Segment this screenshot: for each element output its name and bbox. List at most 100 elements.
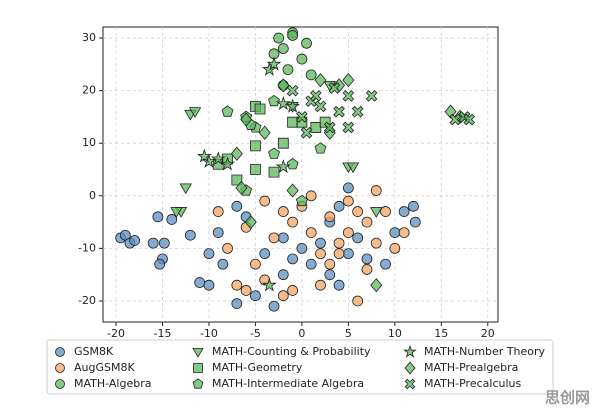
- point: [250, 164, 261, 175]
- point: [286, 84, 299, 97]
- point: [365, 90, 378, 102]
- point: [254, 103, 266, 115]
- point: [217, 258, 229, 270]
- point: [380, 206, 391, 217]
- point: [277, 206, 289, 217]
- point: [323, 121, 336, 134]
- point: [342, 182, 354, 194]
- point: [352, 206, 364, 217]
- point: [196, 148, 212, 163]
- point: [296, 111, 308, 123]
- point: [201, 153, 217, 168]
- point: [295, 194, 308, 207]
- point: [203, 248, 215, 260]
- point: [310, 90, 322, 102]
- point: [361, 253, 373, 265]
- point: [333, 200, 345, 212]
- point: [370, 237, 382, 249]
- point: [250, 258, 261, 270]
- legend-label: MATH-Algebra: [74, 377, 151, 390]
- x-tick-label: -10: [200, 327, 218, 340]
- legend-label: MATH-Prealgebra: [424, 361, 518, 374]
- point: [305, 227, 317, 239]
- point: [315, 237, 326, 249]
- point: [220, 156, 235, 171]
- x-tick-label: 5: [345, 327, 352, 340]
- point: [275, 159, 291, 174]
- point: [261, 61, 277, 76]
- point: [266, 56, 282, 71]
- legend-marker: [55, 379, 65, 389]
- point: [328, 82, 341, 94]
- point: [352, 232, 364, 244]
- legend-marker: [192, 347, 204, 358]
- point: [315, 279, 326, 291]
- point: [158, 237, 170, 249]
- point: [314, 142, 327, 154]
- point: [231, 279, 243, 291]
- point: [275, 95, 291, 111]
- y-tick-label: -20: [78, 294, 96, 307]
- point: [333, 248, 345, 260]
- point: [310, 122, 322, 133]
- point: [361, 264, 373, 275]
- legend-label: GSM8K: [74, 345, 114, 358]
- y-tick-label: 0: [89, 189, 96, 202]
- point: [259, 195, 271, 207]
- point: [154, 258, 166, 270]
- point: [314, 72, 327, 88]
- legend-marker: [404, 378, 416, 390]
- point: [268, 166, 280, 178]
- legend-label: MATH-Geometry: [212, 361, 303, 374]
- point: [244, 214, 257, 230]
- point: [240, 112, 253, 127]
- point: [333, 279, 345, 291]
- point: [184, 229, 196, 241]
- point: [268, 300, 280, 312]
- point: [463, 113, 476, 126]
- legend-marker: [403, 344, 417, 358]
- y-tick-label: -10: [78, 241, 96, 254]
- point: [342, 248, 354, 260]
- point: [286, 183, 299, 198]
- point: [268, 94, 280, 107]
- point: [370, 207, 383, 218]
- point: [203, 279, 215, 291]
- point: [277, 137, 289, 149]
- point: [305, 258, 317, 270]
- point: [259, 248, 271, 260]
- point: [277, 269, 289, 281]
- point: [250, 140, 261, 152]
- point: [380, 258, 391, 270]
- point: [342, 195, 354, 207]
- point: [287, 253, 299, 265]
- x-tick-label: -20: [107, 327, 125, 340]
- legend-frame: [46, 339, 554, 395]
- point: [230, 146, 243, 161]
- point: [342, 121, 355, 134]
- point: [342, 72, 355, 88]
- point: [282, 64, 294, 75]
- point: [342, 227, 354, 239]
- legend-marker: [55, 363, 65, 373]
- point: [351, 105, 364, 118]
- point: [287, 30, 299, 41]
- x-tick-label: 0: [298, 327, 305, 340]
- legend-marker: [55, 347, 65, 357]
- legend-label: MATH-Counting & Probability: [212, 345, 371, 358]
- point: [268, 147, 280, 159]
- point: [296, 242, 308, 254]
- point: [370, 278, 383, 293]
- point: [352, 295, 364, 307]
- point: [277, 43, 289, 54]
- point: [166, 214, 178, 225]
- point: [277, 290, 289, 302]
- legend-label: MATH-Precalculus: [424, 377, 522, 390]
- point: [324, 269, 336, 281]
- point: [212, 206, 224, 217]
- point: [324, 211, 336, 223]
- point: [324, 258, 336, 270]
- point: [286, 158, 299, 170]
- legend-marker: [193, 363, 203, 373]
